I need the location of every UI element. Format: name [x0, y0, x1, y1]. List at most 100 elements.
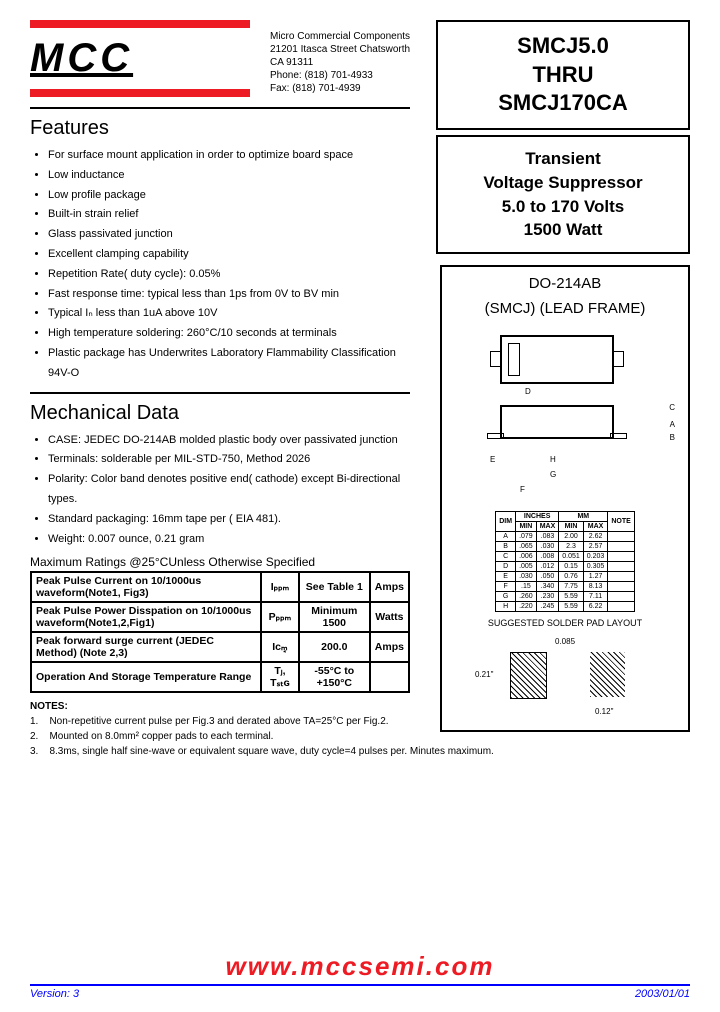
dim-cell: [608, 542, 634, 552]
table-row: Peak forward surge current (JEDEC Method…: [31, 632, 409, 662]
dim-cell: .260: [516, 592, 537, 602]
title-line1: SMCJ5.0: [448, 32, 678, 61]
dim-cell: 7.75: [559, 582, 584, 592]
feature-item: Excellent clamping capability: [48, 245, 410, 265]
dim-cell: 0.76: [559, 572, 584, 582]
rating-value: See Table 1: [299, 572, 370, 602]
rating-value: Minimum 1500: [299, 602, 370, 632]
rating-param: Peak forward surge current (JEDEC Method…: [31, 632, 261, 662]
subtitle-l2: Voltage Suppressor: [448, 171, 678, 195]
dim-cell: 2.62: [583, 532, 608, 542]
dim-cell: [608, 572, 634, 582]
logo-text: MCC: [30, 36, 250, 81]
dim-cell: [608, 592, 634, 602]
dim-e-label: E: [490, 455, 495, 464]
footer-divider: [30, 984, 690, 986]
dim-h-inches: INCHES: [516, 512, 559, 522]
rating-param: Peak Pulse Current on 10/1000us waveform…: [31, 572, 261, 602]
dim-row: B.065.0302.32.57: [496, 542, 635, 552]
footer-date: 2003/01/01: [635, 988, 690, 1000]
dim-cell: .005: [516, 562, 537, 572]
rating-value: -55°C to +150°C: [299, 662, 370, 692]
dim-sh-1: MIN: [516, 522, 537, 532]
dim-h-label: H: [550, 455, 556, 464]
feature-item: Glass passivated junction: [48, 225, 410, 245]
feature-item: Plastic package has Underwrites Laborato…: [48, 344, 410, 384]
dim-cell: 0.203: [583, 552, 608, 562]
mechanical-item: Standard packaging: 16mm tape per ( EIA …: [48, 510, 410, 530]
package-side-view: [500, 405, 614, 439]
logo-bar-top: [30, 20, 250, 28]
company-addr2: CA 91311: [270, 56, 410, 69]
dim-cell: H: [496, 602, 516, 612]
title-line2: THRU: [448, 61, 678, 90]
logo-block: MCC: [30, 20, 250, 97]
dim-cell: 7.11: [583, 592, 608, 602]
feature-item: For surface mount application in order t…: [48, 146, 410, 166]
features-title: Features: [30, 117, 410, 140]
company-fax: Fax: (818) 701-4939: [270, 82, 410, 95]
dim-cell: .050: [536, 572, 559, 582]
feature-item: Typical Iₙ less than 1uA above 10V: [48, 304, 410, 324]
note-text: Non-repetitive current pulse per Fig.3 a…: [49, 716, 388, 727]
pad-right: [590, 652, 625, 697]
package-title2: (SMCJ) (LEAD FRAME): [450, 300, 680, 317]
dim-cell: .220: [516, 602, 537, 612]
dim-f-label: F: [520, 485, 525, 494]
features-list: For surface mount application in order t…: [30, 146, 410, 384]
table-row: Peak Pulse Power Disspation on 10/1000us…: [31, 602, 409, 632]
dim-cell: .006: [516, 552, 537, 562]
dim-cell: G: [496, 592, 516, 602]
dim-row: D.005.0120.150.305: [496, 562, 635, 572]
dim-cell: [608, 552, 634, 562]
dim-row: E.030.0500.761.27: [496, 572, 635, 582]
subtitle-box: Transient Voltage Suppressor 5.0 to 170 …: [436, 135, 690, 254]
mechanical-title: Mechanical Data: [30, 402, 410, 425]
subtitle-l4: 1500 Watt: [448, 218, 678, 242]
side-lead-right: [610, 433, 627, 439]
dim-d-label: D: [525, 387, 531, 396]
dim-h-mm: MM: [559, 512, 608, 522]
dim-h-dim: DIM: [496, 512, 516, 532]
dim-row: C.006.0080.0510.203: [496, 552, 635, 562]
divider-2: [30, 392, 410, 394]
dim-cell: .15: [516, 582, 537, 592]
dim-sh-3: MIN: [559, 522, 584, 532]
dim-cell: 2.3: [559, 542, 584, 552]
dim-cell: 0.15: [559, 562, 584, 572]
notes-title: NOTES:: [30, 701, 68, 712]
hatch-right: [590, 652, 625, 697]
dim-cell: .008: [536, 552, 559, 562]
rating-symbol: Iᴄܱₘ: [261, 632, 299, 662]
dim-h-note: NOTE: [608, 512, 634, 532]
feature-item: Built-in strain relief: [48, 205, 410, 225]
rating-symbol: Iₚₚₘ: [261, 572, 299, 602]
dim-cell: 8.13: [583, 582, 608, 592]
table-row: Operation And Storage Temperature Range …: [31, 662, 409, 692]
divider-1: [30, 107, 410, 109]
mechanical-item: Terminals: solderable per MIL-STD-750, M…: [48, 450, 410, 470]
feature-item: Repetition Rate( duty cycle): 0.05%: [48, 265, 410, 285]
subtitle-l1: Transient: [448, 147, 678, 171]
dim-cell: .083: [536, 532, 559, 542]
company-addr1: 21201 Itasca Street Chatsworth: [270, 43, 410, 56]
lead-left: [490, 351, 502, 367]
solder-dim1: 0.085: [555, 637, 575, 646]
note-text: Mounted on 8.0mm² copper pads to each te…: [49, 731, 273, 742]
dim-header-1: DIM INCHES MM NOTE: [496, 512, 635, 522]
dim-cell: .065: [516, 542, 537, 552]
title-line3: SMCJ170CA: [448, 89, 678, 118]
solder-dim3: 0.12": [595, 707, 613, 716]
dim-cell: C: [496, 552, 516, 562]
dim-cell: 5.59: [559, 602, 584, 612]
dim-cell: [608, 582, 634, 592]
feature-item: Fast response time: typical less than 1p…: [48, 285, 410, 305]
dim-cell: 0.305: [583, 562, 608, 572]
dim-cell: .230: [536, 592, 559, 602]
feature-item: High temperature soldering: 260°C/10 sec…: [48, 324, 410, 344]
title-box: SMCJ5.0 THRU SMCJ170CA: [436, 20, 690, 130]
rating-unit: [370, 662, 409, 692]
dim-cell: F: [496, 582, 516, 592]
table-row: Peak Pulse Current on 10/1000us waveform…: [31, 572, 409, 602]
dim-c-label: C: [669, 403, 675, 412]
